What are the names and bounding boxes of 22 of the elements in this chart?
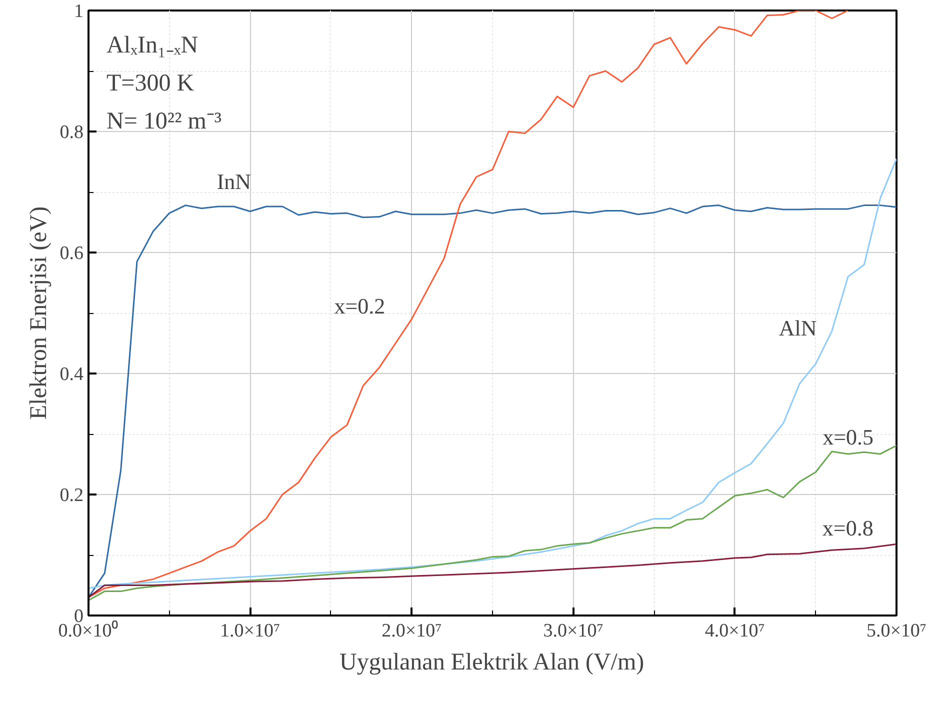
y-tick-label: 0.6 (60, 243, 84, 264)
line-series (88, 543, 896, 598)
x-tick-label: 5.0×10⁷ (866, 620, 927, 642)
x-tick-label: 2.0×10⁷ (382, 620, 442, 642)
line-series (88, 444, 896, 602)
series-label: x=0.2 (334, 294, 386, 319)
x-tick-label: 3.0×10⁷ (543, 620, 604, 642)
x-tick-label: 4.0×10⁷ (704, 620, 765, 642)
series-label: x=0.8 (822, 516, 874, 541)
y-axis-title: Elektron Enerjisi (eV) (26, 206, 52, 420)
series-label: InN (216, 169, 252, 194)
y-tick-label: 0.8 (60, 122, 84, 143)
y-tick-label: 0.4 (60, 364, 84, 385)
y-tick-label: 1 (74, 1, 84, 22)
annotation: AlₓIn₁₋ₓN (106, 32, 198, 58)
series-label: x=0.5 (822, 424, 874, 450)
series-label: AlN (778, 316, 817, 341)
x-tick-label: 1.0×10⁷ (220, 620, 280, 642)
x-axis-title: Uygulanan Elektrik Alan (V/m) (340, 650, 644, 676)
annotation: N= 10²² m⁻³ (106, 108, 222, 134)
annotation: T=300 K (106, 70, 195, 96)
y-tick-label: 0.2 (60, 485, 84, 506)
